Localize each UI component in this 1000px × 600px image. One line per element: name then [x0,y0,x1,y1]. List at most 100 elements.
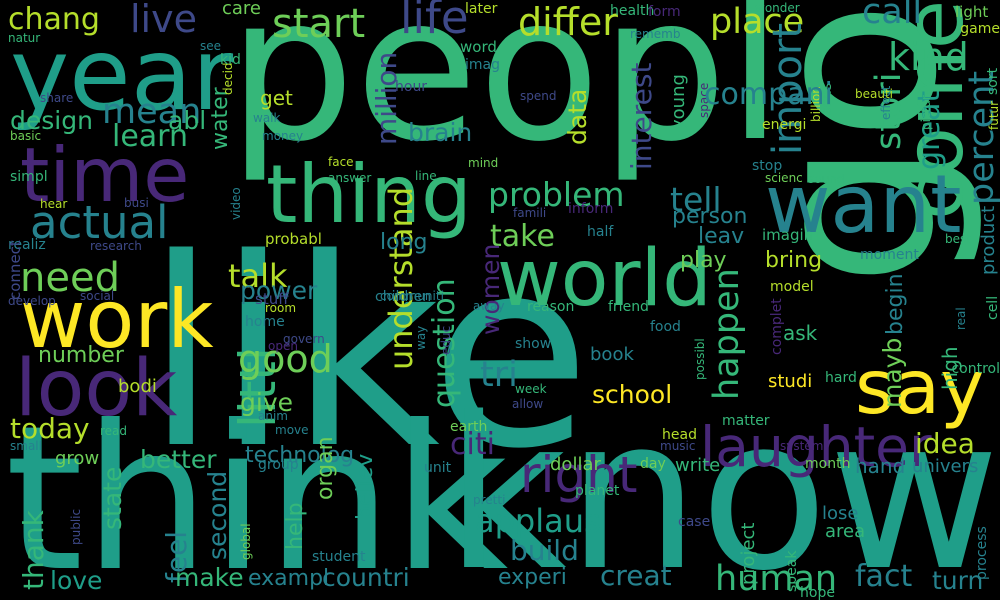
word-food: food [650,319,681,335]
word-number: number [38,343,124,368]
word-spend: spend [520,89,557,103]
word-word: word [460,38,497,56]
word-half: half [587,224,614,240]
word-energi: energi [762,117,807,133]
word-speak: speak [784,550,800,592]
word-matter: matter [722,413,770,429]
word-ask: ask [783,321,818,345]
word-head: head [662,427,697,443]
word-children: children [375,289,432,305]
word-unit: unit [424,460,452,476]
word-public: public [69,508,83,545]
word-reason: reason [527,299,575,315]
word-work: work [20,273,214,366]
word-exampl: exampl [248,566,330,591]
word-hear: hear [40,197,68,211]
word-hour: hour [395,79,428,95]
word-chang: chang [8,2,100,37]
word-case: case [678,514,711,530]
word-inform: inform [568,201,614,217]
word-live: live [130,0,197,41]
word-place: place [710,2,805,42]
word-today: today [10,412,90,445]
word-light: light [955,3,989,21]
word-global: global [239,523,253,560]
word-care: care [222,0,262,19]
word-tell: tell [670,180,722,219]
word-play: play [680,248,727,273]
word-student: student [312,549,366,565]
word-product: product [978,205,999,275]
word-away: away [473,299,505,313]
word-day: day [640,456,666,472]
word-applaus: applaus [475,502,601,540]
word-build: build [510,534,579,567]
word-answer: answer [328,171,372,185]
word-research: research [90,239,142,253]
word-problem: problem [488,175,625,214]
word-mind: mind [468,156,499,170]
word-music: music [660,439,696,453]
word-social: social [80,289,115,303]
word-small: small [10,439,42,453]
word-want: want [765,158,962,251]
word-basic: basic [10,129,42,143]
word-group: group [258,457,299,473]
word-best: best [945,232,971,246]
word-make: make [175,563,244,592]
word-tri: tri [480,355,518,395]
word-water: water [208,87,233,150]
word-idea: idea [915,427,975,460]
word-beauti: beauti [855,87,893,101]
word-mayb: mayb [878,337,907,408]
word-open: open [268,339,298,353]
word-data: data [563,88,592,145]
word-univers: univers [912,456,979,477]
word-organ: organ [313,436,338,500]
word-cell: cell [985,295,1000,320]
word-later: later [465,1,498,17]
word-move: move [275,423,309,437]
word-grow: grow [55,448,100,469]
word-fact: fact [855,559,913,594]
word-happen: happen [707,268,747,400]
word-brain: brain [408,118,473,147]
word-wonder: wonder [755,1,800,15]
word-technolog: technolog [245,443,355,468]
word-sound: sound [808,172,845,186]
word-differ: differ [518,0,618,44]
word-process: process [974,526,990,580]
word-studi: studi [768,371,813,392]
word-area: area [825,521,866,542]
word-human: human [715,559,838,599]
word-world: world [497,234,712,324]
word-get: get [260,86,293,110]
word-compani: compani [704,77,833,112]
word-countri: countri [322,563,410,592]
word-complet: complet [769,298,785,355]
word-health: health [610,3,655,19]
word-month: month [805,456,851,472]
word-start: start [272,1,366,47]
word-planet: planet [575,483,620,499]
word-imag: imag [465,57,500,73]
word-look: look [15,344,178,434]
word-possibl: possibl [693,338,707,380]
word-good: good [238,337,333,381]
word-allow: allow [512,397,544,411]
word-time: time [20,131,190,219]
word-friend: friend [608,299,649,315]
word-week: week [515,382,547,396]
word-rememb: rememb [630,27,681,41]
word-famili: famili [513,206,547,220]
word-walk: walk [253,111,281,125]
word-abl: abl [168,106,207,135]
word-communiti: communiti [380,289,444,303]
word-stop: stop [752,158,783,174]
word-better: better [140,445,217,474]
word-person: person [672,204,748,229]
word-stuff: stuff [255,290,289,308]
word-life: life [400,0,469,44]
word-bring: bring [765,248,823,273]
